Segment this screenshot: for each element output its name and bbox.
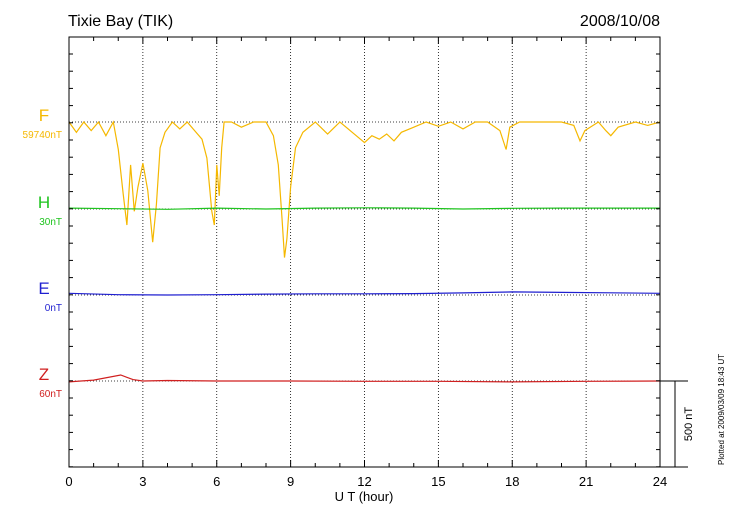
series-labels: F 59740nT H 30nT E 0nT Z 60nT [23, 106, 62, 400]
x-tick-label: 0 [65, 474, 72, 489]
series-line-z [68, 374, 661, 383]
x-tick-label: 3 [139, 474, 146, 489]
x-tick-label: 24 [653, 474, 667, 489]
series-line-f [68, 120, 661, 258]
chart-title: Tixie Bay (TIK) [68, 13, 173, 30]
scale-bar: 500 nT [660, 380, 695, 468]
series-name-e: E [38, 279, 49, 298]
x-tick-label: 21 [579, 474, 593, 489]
series-name-f: F [39, 106, 49, 125]
series-baseline-h: 30nT [39, 217, 62, 228]
axis-ticks [68, 37, 661, 468]
x-tick-label: 15 [431, 474, 445, 489]
plot-frame [68, 36, 661, 468]
scale-bar-label: 500 nT [683, 407, 695, 442]
x-axis-label: U T (hour) [335, 489, 394, 504]
series-line-h [68, 207, 660, 210]
x-tick-label: 18 [505, 474, 519, 489]
series-name-z: Z [39, 365, 49, 384]
series-line-e [68, 291, 661, 296]
series-baseline-f: 59740nT [23, 130, 62, 141]
plot-border [68, 36, 661, 468]
series-lines [68, 120, 661, 383]
plotted-at-note: Plotted at 2009/03/09 18:43 UT [717, 354, 726, 465]
series-baseline-z: 60nT [39, 389, 62, 400]
series-name-h: H [38, 193, 50, 212]
vertical-gridlines [142, 37, 587, 467]
x-tick-label: 9 [287, 474, 294, 489]
series-baseline-e: 0nT [45, 303, 62, 314]
chart-date: 2008/10/08 [580, 13, 660, 30]
x-tick-label: 6 [213, 474, 220, 489]
x-tick-labels: 0 3 6 9 12 15 18 21 24 [65, 474, 667, 489]
x-tick-label: 12 [357, 474, 371, 489]
